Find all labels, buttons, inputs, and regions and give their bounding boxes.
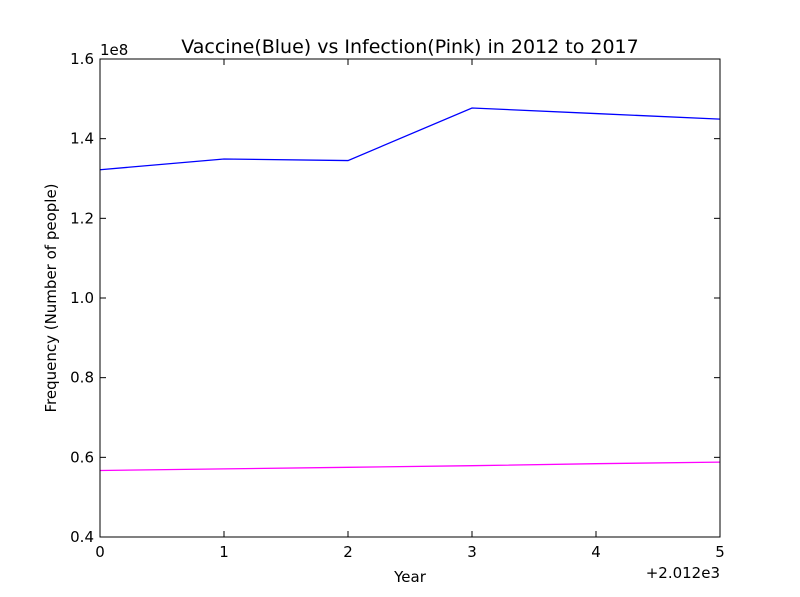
y-tick-label: 1.4 bbox=[70, 130, 94, 148]
x-tick-label: 3 bbox=[467, 543, 477, 561]
x-offset-label: +2.012e3 bbox=[646, 564, 720, 582]
x-tick-label: 2 bbox=[343, 543, 353, 561]
y-tick-label: 0.6 bbox=[70, 448, 94, 466]
y-tick-label: 0.4 bbox=[70, 528, 94, 546]
plot-frame bbox=[99, 58, 721, 538]
y-tick-label: 1.2 bbox=[70, 209, 94, 227]
y-scale-label: 1e8 bbox=[100, 41, 128, 59]
x-tick-label: 5 bbox=[715, 543, 725, 561]
x-tick-label: 1 bbox=[219, 543, 229, 561]
x-tick-label: 4 bbox=[591, 543, 601, 561]
series-layer bbox=[99, 107, 721, 472]
y-tick-label: 1.6 bbox=[70, 50, 94, 68]
y-axis-label: Frequency (Number of people) bbox=[42, 183, 60, 412]
ticks-layer: 0 1 2 3 4 5 0.4 0.6 0.8 1.0 1.2 1.4 1.6 bbox=[70, 50, 725, 561]
series-line-2 bbox=[99, 461, 721, 472]
series-line-1 bbox=[99, 107, 721, 171]
x-tick-label: 0 bbox=[95, 543, 105, 561]
x-axis-label: Year bbox=[393, 568, 427, 586]
chart-title: Vaccine(Blue) vs Infection(Pink) in 2012… bbox=[181, 36, 638, 58]
y-tick-label: 1.0 bbox=[70, 289, 94, 307]
y-tick-label: 0.8 bbox=[70, 369, 94, 387]
